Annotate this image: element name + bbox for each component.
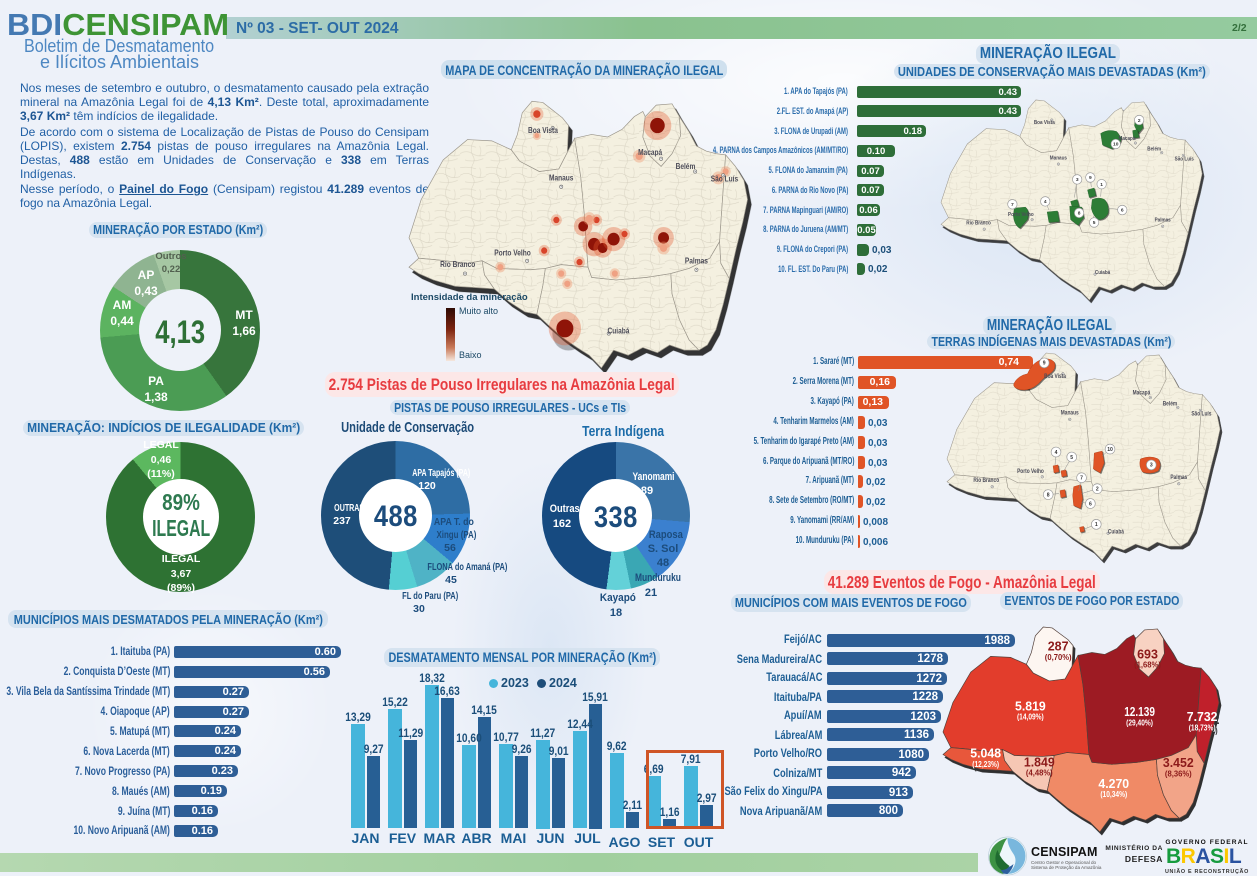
svg-text:5: 5 [1070,455,1073,461]
svg-text:Cuiabá: Cuiabá [1108,529,1125,536]
svg-text:1: 1 [1095,522,1098,528]
svg-text:(8,36%): (8,36%) [1165,770,1192,779]
svg-text:10: 10 [1113,142,1119,148]
svg-text:9: 9 [1089,175,1092,181]
svg-text:5.048: 5.048 [970,746,1001,761]
svg-text:Porto Velho: Porto Velho [494,248,531,258]
svg-text:1.849: 1.849 [1024,754,1055,769]
svg-text:Belém: Belém [1147,146,1161,153]
svg-text:São Luís: São Luís [1175,156,1194,163]
svg-text:Macapá: Macapá [638,147,663,157]
svg-text:Rio Branco: Rio Branco [440,259,475,269]
svg-text:7: 7 [1080,476,1083,482]
svg-text:Palmas: Palmas [1170,474,1187,481]
svg-text:4: 4 [1044,199,1047,205]
svg-text:Manaus: Manaus [1050,155,1067,162]
svg-text:(18,73%): (18,73%) [1189,724,1216,733]
svg-text:4.270: 4.270 [1098,776,1129,791]
svg-text:Macapá: Macapá [1133,390,1152,397]
svg-text:Palmas: Palmas [685,256,708,266]
svg-text:3.452: 3.452 [1163,755,1194,770]
svg-text:(14,09%): (14,09%) [1017,713,1044,722]
svg-text:2: 2 [1096,486,1099,492]
svg-text:287: 287 [1048,639,1069,654]
svg-text:693: 693 [1137,646,1158,661]
svg-text:Cuiabá: Cuiabá [1095,270,1110,277]
svg-text:Manaus: Manaus [1061,410,1079,417]
svg-text:10: 10 [1107,447,1113,453]
svg-text:São Luís: São Luís [711,174,738,184]
svg-text:Cuiabá: Cuiabá [608,326,631,336]
svg-text:Boa Vista: Boa Vista [1034,119,1055,126]
svg-text:(4,48%): (4,48%) [1026,769,1053,778]
svg-text:Porto Velho: Porto Velho [1008,211,1034,218]
svg-text:4: 4 [1055,450,1058,456]
svg-text:9: 9 [1043,361,1046,367]
svg-text:Rio Branco: Rio Branco [973,477,999,484]
svg-text:3: 3 [1076,177,1079,183]
svg-text:12.139: 12.139 [1124,704,1155,719]
svg-text:São Luís: São Luís [1191,411,1211,418]
svg-text:(0,70%): (0,70%) [1045,653,1072,662]
svg-text:Boa Vista: Boa Vista [528,125,559,135]
svg-text:8: 8 [1047,492,1050,498]
svg-text:5: 5 [1093,220,1096,226]
svg-text:(1,68%): (1,68%) [1134,661,1161,670]
svg-text:2: 2 [1138,118,1141,124]
svg-text:(29,40%): (29,40%) [1126,719,1153,728]
svg-text:7.732: 7.732 [1187,709,1218,724]
svg-text:8: 8 [1078,211,1081,217]
svg-text:Rio Branco: Rio Branco [966,220,991,227]
svg-text:Belém: Belém [1163,401,1178,408]
svg-text:Palmas: Palmas [1155,217,1171,224]
svg-text:6: 6 [1089,501,1092,507]
svg-text:(12,23%): (12,23%) [972,760,999,769]
svg-text:(10,34%): (10,34%) [1100,790,1127,799]
svg-text:Boa Vista: Boa Vista [1044,373,1067,380]
svg-text:5.819: 5.819 [1015,698,1046,713]
svg-text:7: 7 [1011,202,1014,208]
svg-text:Manaus: Manaus [549,173,573,183]
svg-text:1: 1 [1100,182,1103,188]
svg-text:3: 3 [1150,463,1153,469]
svg-text:Porto Velho: Porto Velho [1017,468,1044,475]
svg-text:Macapá: Macapá [1119,136,1136,143]
svg-text:Belém: Belém [676,161,696,171]
svg-text:6: 6 [1121,208,1124,214]
